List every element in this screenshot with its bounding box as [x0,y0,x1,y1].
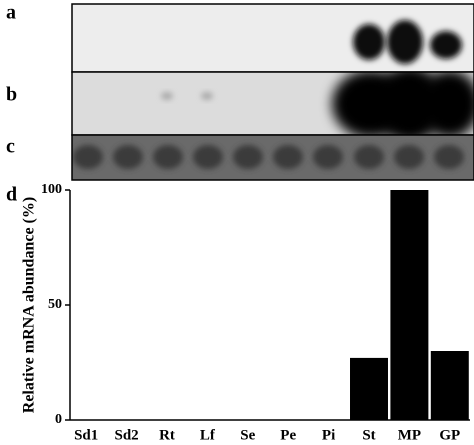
x-tick-label: Pi [322,427,335,443]
x-tick-label: Rt [159,427,175,443]
x-tick-label: Se [240,427,255,443]
panel-label: c [6,136,15,158]
blot-a [72,4,474,72]
x-tick-label: Sd1 [74,427,98,443]
panel-label: d [6,184,17,206]
x-tick-label: St [362,427,375,443]
x-tick-label: Sd2 [115,427,139,443]
x-tick-label: GP [439,427,460,443]
y-axis-label: Relative mRNA abundance (%) [21,197,38,413]
x-tick-label: MP [398,427,421,443]
bar [350,357,388,420]
y-tick-label: 100 [41,182,62,197]
x-tick-label: Lf [200,427,216,443]
bar [390,190,429,420]
y-tick-label: 0 [55,412,62,427]
blot-c [72,135,474,180]
blot-b [72,72,474,135]
x-tick-label: Pe [280,427,296,443]
bar [430,351,469,420]
panel-label: a [6,2,16,24]
y-tick-label: 50 [48,297,62,312]
panel-label: b [6,84,17,106]
